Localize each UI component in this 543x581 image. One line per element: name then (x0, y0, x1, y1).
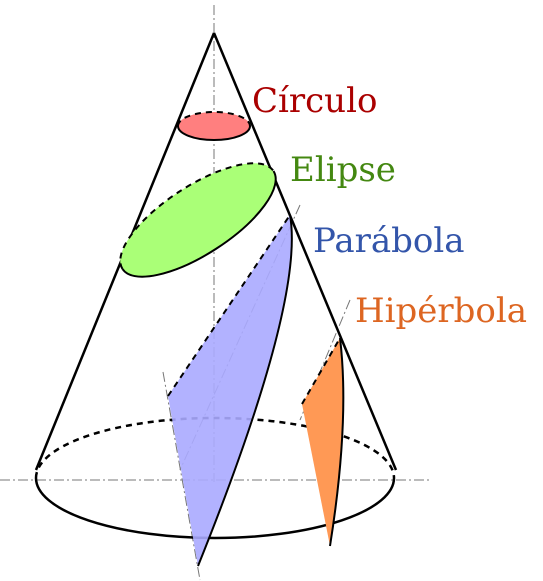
ellipse-section (120, 163, 276, 277)
hyperbola-front (329, 337, 345, 547)
ellipse-label: Elipse (290, 150, 396, 190)
hyperbola-section (302, 338, 344, 546)
ellipse-back (119, 162, 275, 270)
parabola-label: Parábola (313, 221, 465, 261)
parabola-front (197, 214, 293, 567)
circle-front (177, 125, 251, 141)
circle-label: Círculo (252, 81, 377, 121)
base-front (34, 477, 396, 540)
hyperbola-back (301, 337, 341, 405)
hyperbola-label: Hipérbola (355, 291, 527, 331)
parabola-plane-edge (162, 371, 201, 581)
cone-right-edge (212, 32, 398, 471)
ellipse-front (121, 170, 277, 278)
circle-section (178, 112, 250, 140)
parabola-back (167, 214, 291, 397)
parabola-section (168, 215, 292, 566)
